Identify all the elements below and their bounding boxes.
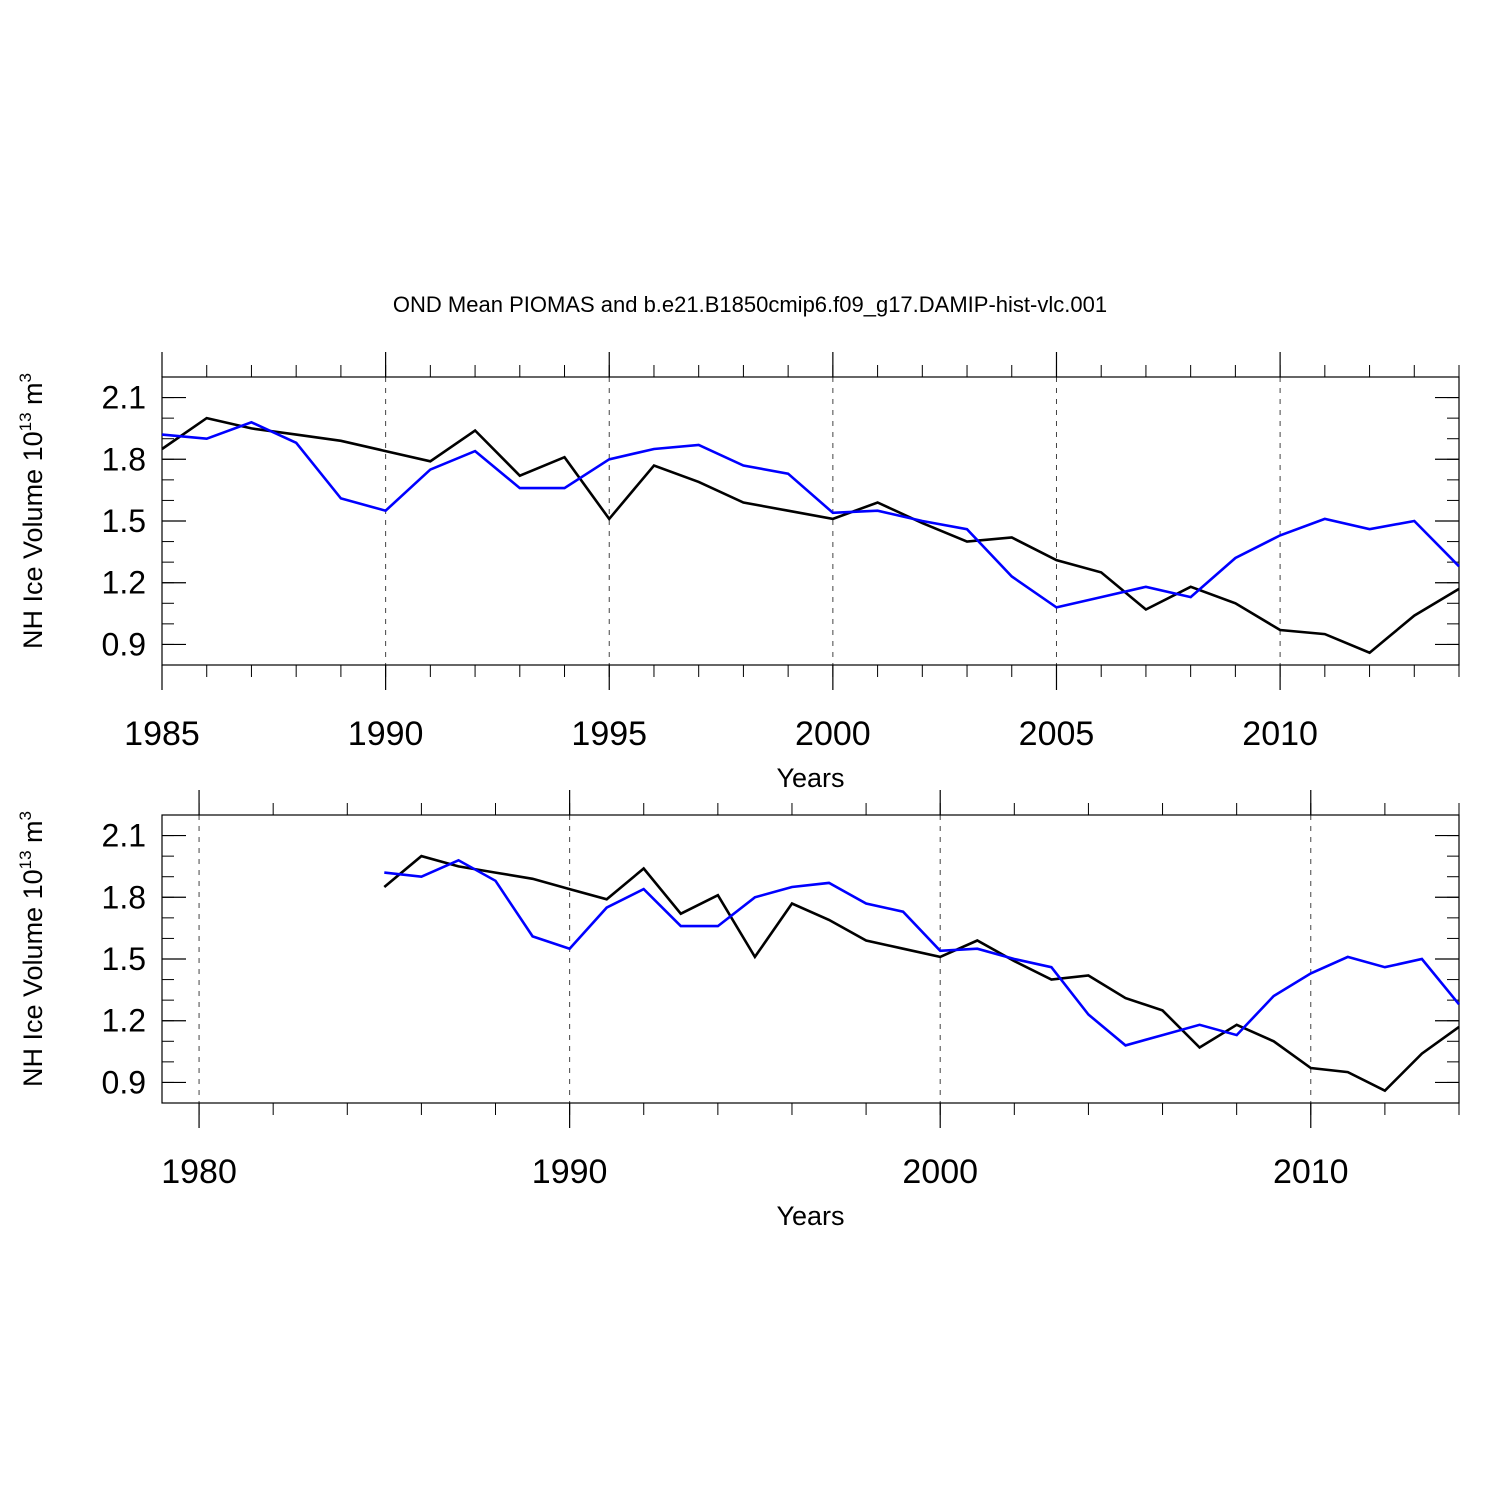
y-axis-title-superscript: 13	[16, 412, 35, 431]
figure-title: OND Mean PIOMAS and b.e21.B1850cmip6.f09…	[392, 292, 1108, 317]
series-line-piomas	[383, 854, 1460, 1093]
y-tick-label: 0.9	[102, 626, 146, 662]
y-axis-title-superscript: 3	[16, 373, 35, 382]
y-axis-title-superscript: 3	[16, 811, 35, 820]
x-axis-title: Years	[776, 763, 844, 793]
series-line-piomas	[161, 416, 1460, 655]
y-tick-label: 2.1	[102, 818, 146, 854]
y-tick-label: 1.2	[102, 565, 146, 601]
y-tick-label: 1.8	[102, 441, 146, 477]
y-axis-title-part: NH Ice Volume 10	[18, 869, 48, 1087]
y-tick-label: 0.9	[102, 1064, 146, 1100]
y-axis-title-part: m	[18, 382, 48, 412]
chart-2: 1980 1990 2000 2010 0.9 1.2 1.5 1.8 2.1 Years NH I…	[16, 790, 1461, 1231]
plot-frame	[161, 814, 1460, 1104]
y-tick-label: 1.5	[102, 941, 146, 977]
y-axis-title: NH Ice Volume 1013 m3	[16, 811, 48, 1087]
y-axis-title-part: NH Ice Volume 10	[18, 431, 48, 649]
x-tick-label: 1980	[161, 1153, 237, 1191]
y-axis-title: NH Ice Volume 1013 m3	[16, 373, 48, 649]
x-tick-label: 2000	[902, 1153, 978, 1191]
y-axis-title-part: m	[18, 820, 48, 850]
chart-1: 1985 1990 1995 2000 2005 2010 0.9 1.2 1.5 1.8 2.1 Y…	[16, 352, 1460, 793]
x-axis-title: Years	[776, 1201, 844, 1231]
x-tick-label: 2000	[795, 715, 871, 753]
x-tick-label: 1990	[532, 1153, 608, 1191]
y-tick-label: 1.5	[102, 503, 146, 539]
x-tick-label: 1985	[124, 715, 200, 753]
y-axis-title-superscript: 13	[16, 850, 35, 869]
series-line-model	[161, 420, 1460, 609]
x-tick-label: 2010	[1242, 715, 1318, 753]
x-tick-label: 2005	[1019, 715, 1095, 753]
y-tick-label: 1.8	[102, 879, 146, 915]
x-tick-label: 1995	[571, 715, 647, 753]
x-tick-label: 1990	[348, 715, 424, 753]
series-line-model	[384, 858, 1461, 1047]
y-tick-label: 2.1	[102, 380, 146, 416]
y-tick-label: 1.2	[102, 1003, 146, 1039]
x-tick-label: 2010	[1273, 1153, 1349, 1191]
